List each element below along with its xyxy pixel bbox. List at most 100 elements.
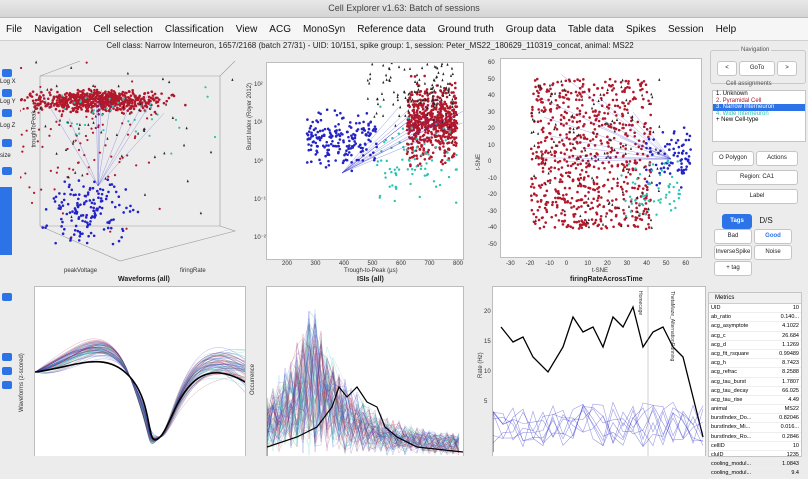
tag-noise-button[interactable]: Noise	[754, 245, 792, 260]
table-row[interactable]: acg_asymptote 4.1022	[709, 322, 801, 332]
polygon-button[interactable]: O Polygon	[712, 151, 754, 166]
add-tag-button[interactable]: + tag	[714, 261, 752, 276]
table-row[interactable]: acg_tau_decay 66.025	[709, 387, 801, 396]
dropdown-z-button[interactable]	[2, 109, 12, 117]
data-point	[54, 195, 58, 199]
table-row[interactable]: burstIndex_Mi... 0.016...	[709, 423, 801, 433]
menu-item-session[interactable]: Session	[667, 23, 704, 35]
dropdown-button[interactable]	[2, 167, 12, 175]
table-row[interactable]: acg_fit_rsquare 0.99489	[709, 350, 801, 360]
plot-rate[interactable]: Homecage ThetaMaze_AlternationRunning	[492, 286, 706, 456]
data-point	[679, 186, 683, 189]
table-row[interactable]: acg_c 26.684	[709, 332, 801, 341]
data-point	[612, 126, 616, 130]
data-point	[91, 131, 95, 134]
table-row[interactable]: acg_refrac 8.2588	[709, 368, 801, 378]
data-point	[428, 157, 431, 160]
data-point	[625, 108, 629, 112]
data-point	[584, 148, 587, 152]
menu-item-classification[interactable]: Classification	[164, 23, 224, 35]
menu-item-acg[interactable]: ACG	[269, 23, 291, 35]
tick-label: 0	[488, 159, 492, 165]
goto-button[interactable]: GoTo	[739, 61, 775, 76]
dropdown-button[interactable]	[2, 353, 12, 361]
data-point	[592, 197, 595, 201]
data-point	[404, 114, 407, 117]
table-row[interactable]: acg_tau_rise 4.49	[709, 396, 801, 406]
dropdown-y-button[interactable]	[2, 89, 12, 97]
cell-assignments-list[interactable]: 1. Unknown 2. Pyramidal Cell 3. Narrow I…	[712, 90, 806, 142]
menu-item-monosyn[interactable]: MonoSyn	[302, 23, 346, 35]
table-row[interactable]: acg_d 1.1269	[709, 341, 801, 350]
plot-waveforms[interactable]	[34, 286, 246, 456]
tag-good-button[interactable]: Good	[754, 229, 792, 244]
dropdown-x-button[interactable]	[2, 69, 12, 77]
plot-tsne[interactable]	[500, 58, 702, 258]
list-item-selected[interactable]: 3. Narrow Interneuron	[713, 104, 805, 111]
actions-button[interactable]: Actions	[756, 151, 798, 166]
tag-bad-button[interactable]: Bad	[714, 229, 752, 244]
tag-inversespike-button[interactable]: InverseSpike	[714, 245, 752, 260]
label-button[interactable]: Label	[716, 189, 798, 204]
list-item[interactable]: 4. Wide Interneuron	[716, 110, 769, 117]
data-point	[624, 152, 627, 155]
menu-item-cell-selection[interactable]: Cell selection	[93, 23, 153, 35]
data-point	[594, 218, 598, 222]
menu-item-spikes[interactable]: Spikes	[625, 23, 656, 35]
data-point	[539, 98, 542, 101]
data-point	[78, 230, 82, 234]
table-row[interactable]: UID 10	[709, 304, 801, 314]
list-item[interactable]: 2. Pyramidal Cell	[716, 97, 762, 104]
table-row[interactable]: cellID 10	[709, 442, 801, 451]
menu-item-navigation[interactable]: Navigation	[34, 23, 82, 35]
data-point	[652, 200, 656, 203]
metric-name: cluID	[711, 452, 724, 458]
region-button[interactable]: Region: CA1	[716, 170, 798, 185]
list-item[interactable]: 1. Unknown	[716, 91, 748, 97]
plot-isi[interactable]	[266, 286, 464, 457]
data-point	[325, 140, 329, 144]
table-row[interactable]: cooling_modul... 9.4	[709, 469, 801, 479]
data-point	[353, 133, 357, 137]
menu-item-ground-truth[interactable]: Ground truth	[437, 23, 494, 35]
data-point	[657, 189, 660, 193]
menu-item-view[interactable]: View	[235, 23, 258, 35]
dropdown-button[interactable]	[2, 367, 12, 375]
prev-button[interactable]: <	[717, 61, 737, 76]
table-row[interactable]: cooling_modul... 1.0843	[709, 460, 801, 470]
data-point	[23, 98, 27, 102]
menu-item-help[interactable]: Help	[715, 23, 737, 35]
table-row[interactable]: acg_tau_burst 1.7807	[709, 378, 801, 387]
table-row[interactable]: animal MS22	[709, 405, 801, 415]
table-row[interactable]: ab_ratio 0.140...	[709, 313, 801, 323]
data-point	[537, 91, 540, 95]
table-row[interactable]: burstIndex_Ro... 0.2846	[709, 433, 801, 442]
data-point	[616, 184, 619, 188]
dropdown-size-button[interactable]	[2, 139, 12, 147]
menu-item-file[interactable]: File	[6, 23, 23, 35]
data-point	[26, 96, 29, 99]
plot-3d-scatter[interactable]: troughToPeak peakVoltage firingRate	[0, 27, 251, 276]
data-point	[406, 123, 410, 127]
table-row[interactable]: cluID 1235	[709, 451, 801, 461]
table-row[interactable]: acg_h 8.7423	[709, 359, 801, 369]
tags-tab[interactable]: Tags	[722, 214, 752, 229]
menu-item-table-data[interactable]: Table data	[567, 23, 614, 35]
data-point	[153, 110, 157, 114]
new-cell-type-item[interactable]: + New Cell-type	[716, 117, 759, 123]
metrics-table[interactable]: Metrics UID 10 ab_ratio 0.140... acg_asympto…	[708, 292, 802, 479]
table-row[interactable]: burstIndex_Do... 0.82046	[709, 414, 801, 424]
data-point	[310, 144, 313, 147]
next-button[interactable]: >	[777, 61, 797, 76]
dropdown-button[interactable]	[2, 293, 12, 301]
ds-tab[interactable]: D/S	[759, 216, 773, 225]
trace-line	[266, 333, 460, 456]
data-point	[332, 144, 335, 148]
list-selection[interactable]	[0, 187, 12, 255]
menu-item-group-data[interactable]: Group data	[505, 23, 556, 35]
plot-burst-vs-trough[interactable]	[266, 54, 466, 260]
data-point	[311, 120, 314, 124]
data-point	[621, 187, 624, 191]
menu-item-reference-data[interactable]: Reference data	[357, 23, 426, 35]
dropdown-button[interactable]	[2, 381, 12, 389]
